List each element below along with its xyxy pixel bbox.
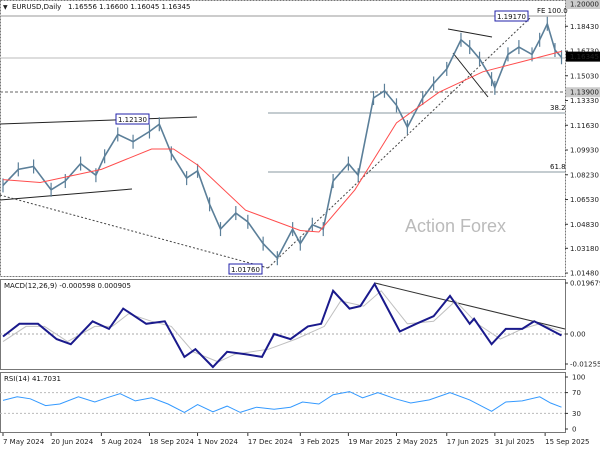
trendline-upper-left bbox=[0, 116, 198, 125]
price-tick-label: 1.04830 bbox=[570, 221, 599, 229]
price-tick-label: 1.15030 bbox=[570, 72, 599, 80]
price-tick-label: 1.01480 bbox=[570, 270, 599, 278]
date-tick-label: 5 Aug 2024 bbox=[101, 438, 142, 446]
rsi-tick-label: 30 bbox=[572, 410, 581, 418]
macd-title: MACD(12,26,9) -0.000598 0.000905 bbox=[4, 282, 131, 290]
support-level-tag-bg bbox=[566, 87, 600, 98]
low-label: 1.01760 bbox=[228, 263, 263, 275]
watermark: Action Forex bbox=[405, 216, 506, 236]
price-tick-label: 1.09930 bbox=[570, 147, 599, 155]
rsi-tick-label: 70 bbox=[572, 389, 581, 397]
rsi-line bbox=[2, 391, 562, 413]
macd-tick-label: 0.00 bbox=[570, 331, 586, 339]
high-label-text: 1.19170 bbox=[497, 13, 526, 21]
rsi-pane bbox=[0, 372, 566, 433]
symbol-title: EURUSD,Daily bbox=[12, 3, 61, 11]
ohlc-values: 1.16556 1.16600 1.16045 1.16345 bbox=[68, 3, 190, 11]
date-tick-label: 2 May 2025 bbox=[396, 438, 437, 446]
current-price-tag: 1.16345 bbox=[570, 53, 599, 61]
high-label: 1.19170 bbox=[494, 10, 529, 22]
price-tick-label: 1.06530 bbox=[570, 196, 599, 204]
current-price-tag-bg bbox=[566, 51, 600, 62]
date-tick-label: 15 Sep 2025 bbox=[545, 438, 589, 446]
date-tick-label: 3 Feb 2025 bbox=[300, 438, 339, 446]
price-tick-label: 1.13330 bbox=[570, 97, 599, 105]
date-tick-label: 17 Dec 2024 bbox=[248, 438, 293, 446]
date-tick-label: 7 May 2024 bbox=[3, 438, 45, 446]
date-tick-label: 1 Nov 2024 bbox=[198, 438, 239, 446]
date-tick-label: 31 Jul 2025 bbox=[495, 438, 535, 446]
rsi-title: RSI(14) 41.7031 bbox=[4, 375, 61, 383]
price-tick-label: 1.11630 bbox=[570, 122, 599, 130]
macd-tick-label: 0.019679 bbox=[570, 280, 600, 288]
flag-upper bbox=[447, 28, 493, 38]
low-label-text: 1.01760 bbox=[231, 266, 260, 274]
price-tick-label: 1.18430 bbox=[570, 23, 599, 31]
macd-line bbox=[2, 282, 562, 369]
price-tick-label: 1.08230 bbox=[570, 171, 599, 179]
rsi-tick-label: 0 bbox=[572, 426, 576, 434]
fe-label: FE 100.0 bbox=[537, 7, 568, 15]
flag-lower bbox=[452, 52, 489, 98]
price-pane bbox=[0, 0, 566, 277]
date-tick-label: 17 Jun 2025 bbox=[447, 438, 489, 446]
mid-high-label-text: 1.12130 bbox=[118, 116, 147, 124]
support-level-tag: 1.13900 bbox=[570, 89, 599, 97]
price-tick-label: 1.16730 bbox=[570, 48, 599, 56]
macd-pane bbox=[0, 279, 566, 370]
price-series bbox=[2, 21, 563, 260]
date-tick-label: 19 Mar 2025 bbox=[348, 438, 392, 446]
date-tick-label: 18 Sep 2024 bbox=[149, 438, 194, 446]
rsi-tick-label: 100 bbox=[572, 374, 585, 382]
collapse-triangle-icon[interactable]: ▼ bbox=[3, 4, 8, 11]
trendline-lower-left bbox=[0, 188, 133, 201]
moving-average-line bbox=[2, 50, 562, 233]
date-tick-label: 20 Jun 2024 bbox=[51, 438, 94, 446]
macd-tick-label: -0.012552 bbox=[570, 361, 600, 369]
fib-61-label: 61.8 bbox=[550, 163, 566, 171]
fib-38-label: 38.2 bbox=[550, 104, 566, 112]
mid-high-label: 1.12130 bbox=[115, 113, 150, 125]
fe-level-tag-bg bbox=[566, 0, 600, 9]
price-tick-label: 1.03180 bbox=[570, 245, 599, 253]
fe-level-tag: 1.20000 bbox=[570, 1, 599, 9]
